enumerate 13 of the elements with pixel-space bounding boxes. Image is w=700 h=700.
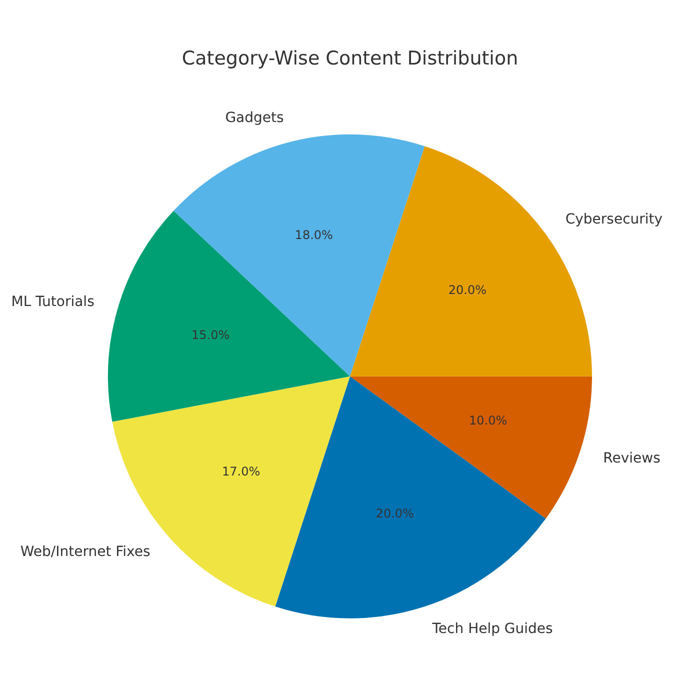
data-label: 20.0%	[448, 283, 487, 298]
data-label: 10.0%	[469, 413, 508, 428]
slice-label: Tech Help Guides	[431, 621, 553, 638]
slice-label: Cybersecurity	[565, 212, 663, 228]
data-label: 17.0%	[222, 464, 260, 479]
slice-label: ML Tutorials	[11, 294, 94, 310]
data-label: 20.0%	[376, 506, 414, 521]
slice-label: Web/Internet Fixes	[20, 544, 150, 560]
slice-label: Reviews	[603, 450, 660, 466]
chart-title: Category-Wise Content Distribution	[182, 47, 518, 70]
slice-label: Gadgets	[225, 110, 284, 126]
data-label: 15.0%	[192, 328, 230, 342]
data-label: 18.0%	[294, 228, 333, 242]
